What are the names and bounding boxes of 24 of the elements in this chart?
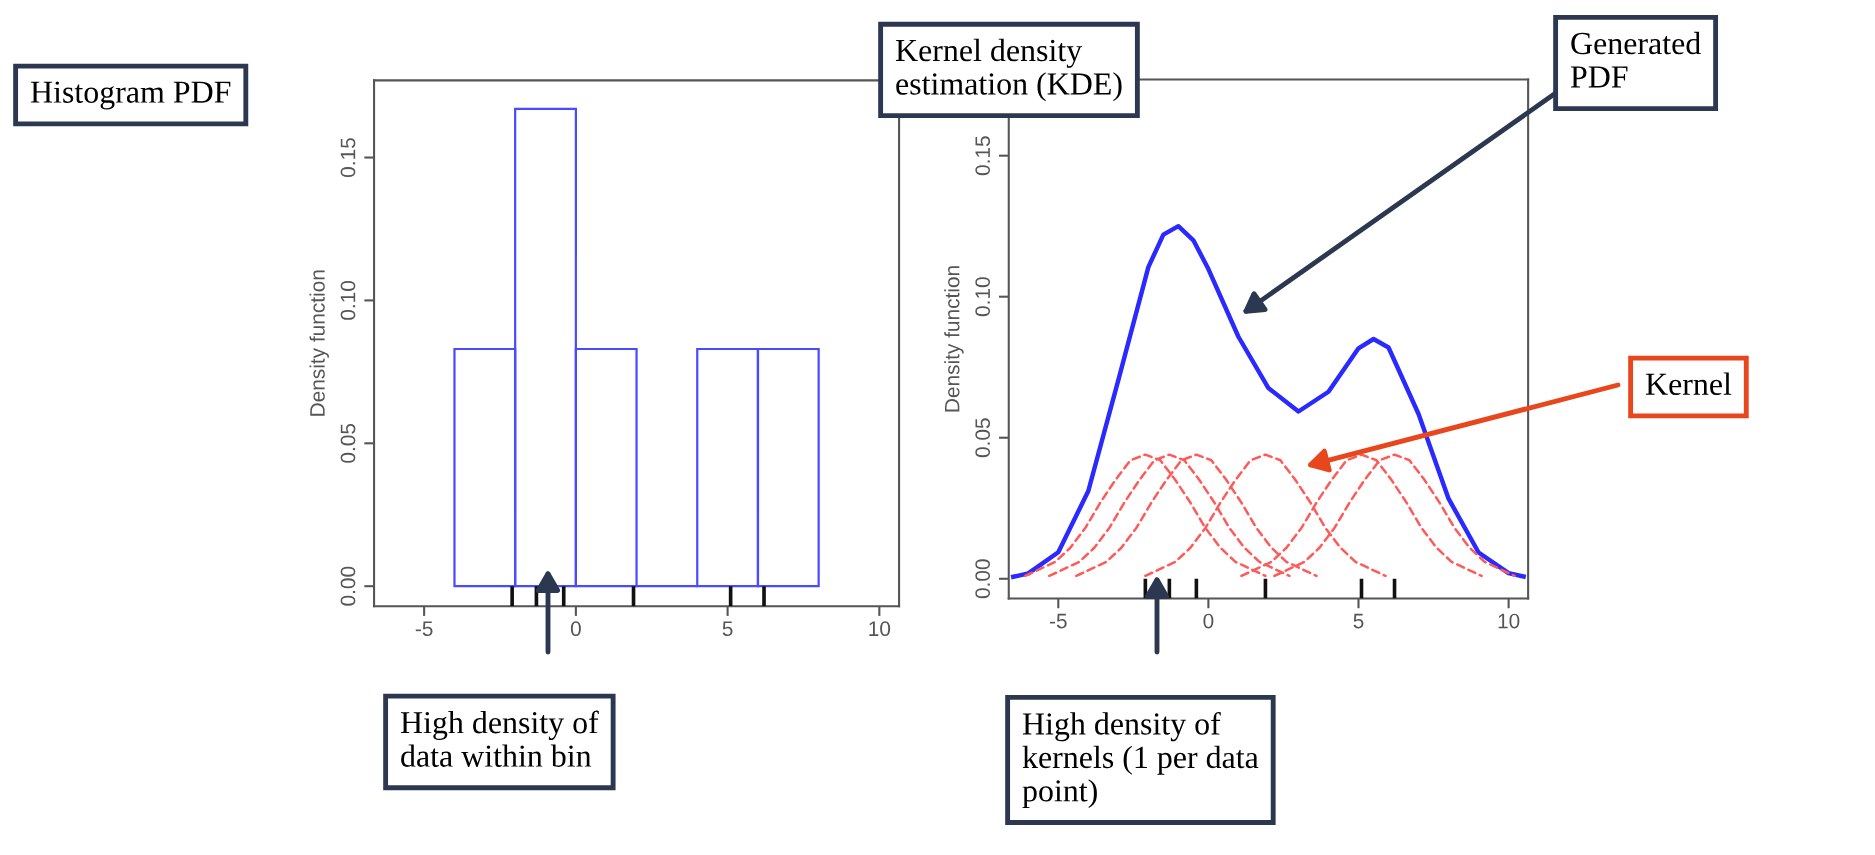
- x-tick-label: 0: [570, 621, 581, 637]
- y-tick-label: 0.15: [975, 136, 991, 176]
- x-tick-label: -5: [1049, 613, 1067, 629]
- x-tick-label: 5: [722, 621, 733, 637]
- y-axis-title: Density function: [309, 270, 329, 416]
- x-tick-label: 10: [1498, 613, 1520, 629]
- x-tick-label: 10: [869, 621, 891, 637]
- y-tick-label: 0.05: [340, 423, 356, 463]
- y-tick-label: 0.00: [975, 559, 991, 599]
- text: High density of data within bin: [400, 710, 599, 767]
- x-tick-label: -5: [415, 621, 433, 637]
- y-tick-label: 0.00: [340, 566, 356, 606]
- text: Generated PDF: [1570, 31, 1701, 88]
- text: Histogram PDF: [30, 81, 231, 110]
- text: High density of kernels (1 per data point): [1022, 711, 1259, 809]
- y-tick-label: 0.15: [340, 138, 356, 177]
- y-tick-label: 0.05: [975, 418, 991, 458]
- x-tick-label: 0: [1203, 613, 1214, 629]
- y-tick-label: 0.10: [340, 280, 356, 320]
- annotation: Kernel density estimation (KDE): [895, 38, 1122, 102]
- text: Kernel: [1645, 372, 1732, 395]
- x-tick-label: 5: [1353, 613, 1364, 629]
- y-axis-title: Density function: [944, 266, 964, 412]
- y-tick-label: 0.10: [975, 277, 991, 317]
